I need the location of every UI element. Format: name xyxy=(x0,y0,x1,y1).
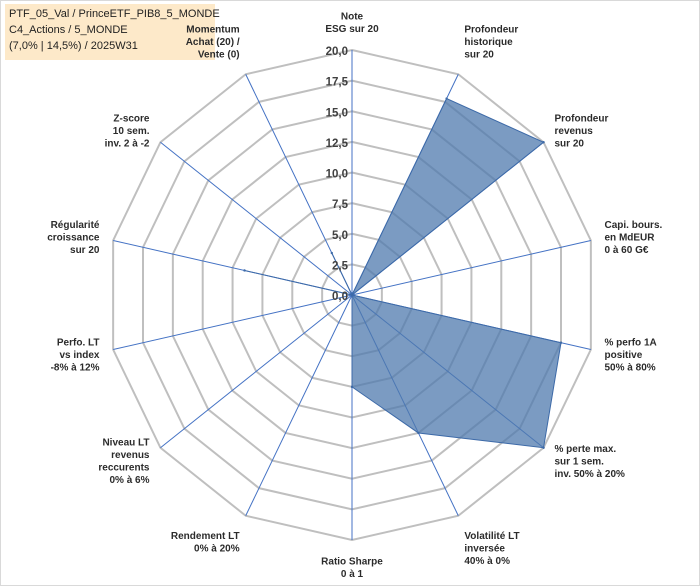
axis-label-line: en MdEUR xyxy=(605,232,656,243)
axis-label-line: 0% à 6% xyxy=(109,475,149,486)
data-series-area xyxy=(244,97,562,449)
tick-label: 20,0 xyxy=(326,46,348,58)
axis-label: Volatilité LT inversée 40% à 0% xyxy=(464,531,519,567)
axis-label: Régularité croissance sur 20 xyxy=(47,220,100,256)
data-point xyxy=(542,141,545,144)
axis-spoke xyxy=(113,294,353,351)
tick-label: 10,0 xyxy=(326,169,348,181)
axis-label-line: Capi. bours. xyxy=(605,220,663,231)
axis-spoke xyxy=(160,141,353,296)
axis-label-line: 40% à 0% xyxy=(464,556,510,567)
axis-label-line: Note xyxy=(341,12,364,23)
axis-label-line: ESG sur 20 xyxy=(325,24,379,35)
axis-label-line: % perfo 1A xyxy=(605,338,657,349)
axis-label-line: positive xyxy=(605,350,643,361)
axis-label-line: 10 sem. xyxy=(113,126,150,137)
axis-label-line: Niveau LT xyxy=(102,438,149,449)
tick-label: 7,5 xyxy=(332,199,349,211)
axis-label-line: Achat (20) / xyxy=(186,37,240,48)
axis-spoke xyxy=(351,239,591,296)
axis-label-line: Volatilité LT xyxy=(464,531,519,542)
header-line-1: PTF_05_Val / PrinceETF_PIB8_5_MONDE xyxy=(9,8,220,20)
axis-label-line: inv. 50% à 20% xyxy=(554,469,625,480)
axis-label: % perte max. sur 1 sem. inv. 50% à 20% xyxy=(554,444,625,480)
axis-label-line: croissance xyxy=(47,232,100,243)
tick-label: 2,5 xyxy=(332,260,349,272)
axis-label-line: 0 à 1 xyxy=(341,569,364,580)
axis-label-line: vs index xyxy=(59,350,99,361)
axis-label-line: Vente (0) xyxy=(198,50,240,61)
tick-label: 12,5 xyxy=(326,138,349,150)
header-line-2: C4_Actions / 5_MONDE xyxy=(9,24,128,36)
axis-label: Rendement LT 0% à 20% xyxy=(171,531,240,555)
axis-label-line: Momentum xyxy=(186,25,239,36)
axis-label-line: % perte max. xyxy=(554,444,616,455)
axis-label-line: sur 20 xyxy=(70,245,100,256)
axis-label-line: revenus xyxy=(554,126,593,137)
tick-label: 5,0 xyxy=(332,230,348,242)
axis-label-line: sur 20 xyxy=(464,50,494,61)
axis-label-line: reccurents xyxy=(98,463,150,474)
axis-label-line: Profondeur xyxy=(464,25,518,36)
axis-label-line: revenus xyxy=(111,450,150,461)
data-point xyxy=(243,269,246,272)
tick-label: 15,0 xyxy=(326,107,348,119)
axis-label: Momentum Achat (20) / Vente (0) xyxy=(186,25,240,61)
data-point xyxy=(542,446,545,449)
data-point xyxy=(559,341,563,344)
axis-label-line: sur 1 sem. xyxy=(554,456,604,467)
axis-label: Ratio Sharpe 0 à 1 xyxy=(321,557,383,581)
axis-label-line: 0 à 60 G€ xyxy=(605,245,649,256)
data-point xyxy=(417,431,420,435)
axis-label-line: Régularité xyxy=(51,220,100,231)
axis-label-line: Perfo. LT xyxy=(57,338,100,349)
axis-label-line: inversée xyxy=(464,543,505,554)
axis-label: Profondeur revenus sur 20 xyxy=(554,114,608,150)
axis-label-line: Z-score xyxy=(113,114,150,125)
axis-label-line: Profondeur xyxy=(554,114,608,125)
axis-label-line: historique xyxy=(464,37,513,48)
axis-spoke xyxy=(245,294,353,516)
axis-label-line: -8% à 12% xyxy=(51,363,100,374)
axis-label: % perfo 1A positive 50% à 80% xyxy=(605,338,657,374)
tick-label: 0,0 xyxy=(332,291,348,303)
axis-label: Perfo. LT vs index -8% à 12% xyxy=(51,338,100,374)
data-point xyxy=(350,385,354,389)
axis-label-line: Ratio Sharpe xyxy=(321,557,383,568)
axis-label-line: 0% à 20% xyxy=(194,543,240,554)
data-point xyxy=(350,293,354,297)
header-line-3: (7,0% | 14,5%) / 2025W31 xyxy=(9,40,138,52)
axis-label: Niveau LT revenus reccurents 0% à 6% xyxy=(98,438,150,487)
axis-label: Note ESG sur 20 xyxy=(325,12,379,36)
portfolio-header: PTF_05_Val / PrinceETF_PIB8_5_MONDE C4_A… xyxy=(5,4,220,60)
axis-label-line: 50% à 80% xyxy=(605,363,656,374)
tick-label: 17,5 xyxy=(326,77,349,89)
data-point xyxy=(445,97,448,100)
axis-label-line: Rendement LT xyxy=(171,531,240,542)
axis-spoke xyxy=(160,294,353,449)
axis-label: Z-score 10 sem. inv. 2 à -2 xyxy=(105,114,150,150)
axis-label: Capi. bours. en MdEUR 0 à 60 G€ xyxy=(605,220,663,256)
axis-label-line: sur 20 xyxy=(554,139,584,150)
data-point xyxy=(330,251,334,255)
axis-label: Profondeur historique sur 20 xyxy=(464,25,518,61)
axis-label-line: inv. 2 à -2 xyxy=(105,139,150,150)
